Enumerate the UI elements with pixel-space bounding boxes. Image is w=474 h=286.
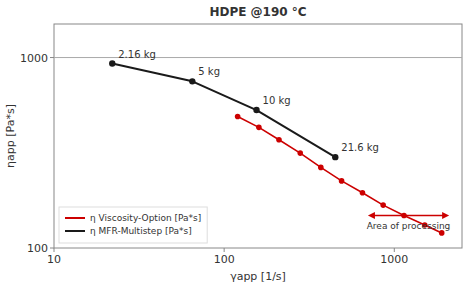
series-point	[276, 137, 282, 143]
legend: η Viscosity-Option [Pa*s] η MFR-Multistep…	[59, 207, 207, 243]
x-tick	[54, 248, 55, 252]
annotation: 21.6 kg	[341, 142, 379, 153]
x-tick	[394, 248, 395, 252]
series-point	[235, 114, 241, 120]
legend-label: η Viscosity-Option [Pa*s]	[90, 213, 201, 223]
plot-frame	[54, 24, 462, 248]
chart-svg: 1010010001001000HDPE @190 °Cγapp [1/s]ηa…	[0, 0, 474, 286]
series-line	[112, 64, 335, 158]
y-tick-label: 100	[27, 242, 48, 255]
arrow-head	[442, 212, 449, 219]
annotation: 10 kg	[263, 95, 291, 106]
arrow-head	[368, 212, 375, 219]
x-tick	[224, 248, 225, 252]
series-point	[332, 154, 338, 160]
annotation: 5 kg	[198, 66, 220, 77]
legend-label: η MFR-Multistep [Pa*s]	[90, 226, 192, 236]
y-tick	[50, 57, 54, 58]
x-tick-label: 100	[214, 253, 235, 266]
y-tick-label: 1000	[20, 52, 48, 65]
series-point	[339, 178, 345, 184]
series-point	[256, 125, 262, 131]
legend-swatch	[65, 217, 85, 219]
legend-box	[59, 207, 207, 243]
annotation: 2.16 kg	[118, 49, 156, 60]
series-point	[189, 78, 195, 84]
arrow-shaft	[373, 215, 444, 217]
chart-container: 1010010001001000HDPE @190 °Cγapp [1/s]ηa…	[0, 0, 474, 286]
chart-title: HDPE @190 °C	[209, 5, 306, 19]
y-axis-label: ηapp [Pa*s]	[4, 104, 17, 168]
series-point	[109, 60, 115, 66]
x-tick-label: 1000	[380, 253, 408, 266]
y-tick	[50, 248, 54, 249]
series-point	[439, 230, 445, 236]
x-axis-label: γapp [1/s]	[230, 270, 286, 283]
x-tick-label: 10	[47, 253, 61, 266]
processing-arrow	[368, 212, 449, 219]
reference-line	[54, 57, 462, 58]
series-point	[253, 107, 259, 113]
arrow-label: Area of processing	[367, 221, 451, 231]
legend-swatch	[65, 230, 85, 232]
series-point	[318, 165, 324, 171]
series-point	[360, 190, 366, 196]
series-point	[380, 202, 386, 208]
series-point	[297, 150, 303, 156]
